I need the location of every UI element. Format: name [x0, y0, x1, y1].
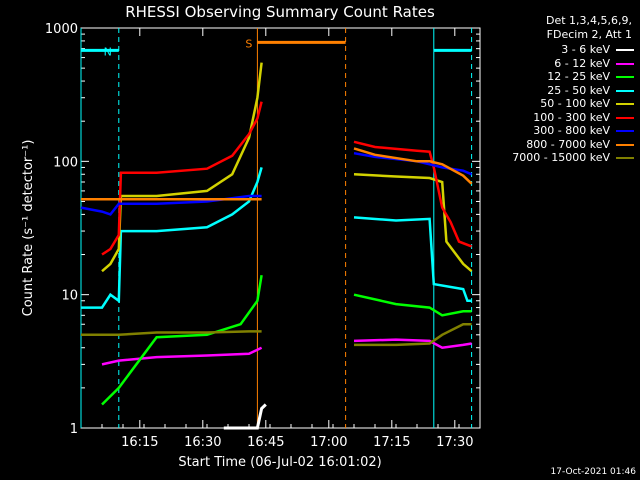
legend-swatch — [616, 49, 634, 51]
legend-label: 300 - 800 keV — [533, 124, 610, 137]
legend-item: 6 - 12 keV — [554, 57, 634, 70]
legend-item: 3 - 6 keV — [561, 43, 634, 56]
legend-label: 12 - 25 keV — [547, 70, 610, 83]
series-line-7000-15000keV — [81, 330, 262, 337]
y-axis: 1 10 100 1000 — [45, 22, 480, 437]
y-tick-label: 100 — [53, 155, 78, 170]
series-line-7000-15000keV — [354, 322, 472, 347]
series-line-100-300keV — [101, 101, 263, 256]
series-line-50-100keV — [101, 62, 263, 273]
x-axis-label: Start Time (06-Jul-02 16:01:02) — [178, 455, 381, 470]
y-axis-label: Count Rate (s⁻¹ detector⁻¹) — [21, 140, 36, 317]
series-line-12-25keV — [353, 293, 472, 317]
marker-label: N — [104, 45, 112, 58]
legend-label: 800 - 7000 keV — [526, 137, 610, 151]
legend-item: 300 - 800 keV — [533, 124, 634, 137]
y-tick-label: 1000 — [45, 22, 78, 37]
series-line-12-25keV — [101, 274, 263, 406]
series-line-6-12keV — [353, 338, 472, 349]
legend-decimation: FDecim 2, Att 1 — [546, 28, 632, 41]
x-tick-label: 17:00 — [310, 435, 347, 450]
timestamp: 17-Oct-2021 01:46 — [550, 467, 636, 477]
legend-swatch — [616, 157, 634, 159]
legend-swatch — [616, 89, 634, 92]
x-tick-label: 16:45 — [247, 435, 284, 450]
plot-frame — [80, 27, 481, 429]
legend-swatch — [616, 130, 634, 132]
series-line-50-100keV — [353, 173, 473, 273]
plot-area: NS — [80, 28, 473, 430]
legend-swatch — [616, 143, 634, 146]
legend-item: 12 - 25 keV — [547, 70, 634, 83]
legend-label: 25 - 50 keV — [547, 83, 610, 97]
marker-label: S — [245, 37, 252, 50]
legend-item: 50 - 100 keV — [540, 97, 634, 110]
series-line-100-300keV — [353, 140, 473, 248]
legend-label: 7000 - 15000 keV — [512, 151, 610, 164]
series-line-300-800keV — [353, 151, 473, 176]
legend-swatch — [616, 103, 634, 105]
legend-item: 800 - 7000 keV — [526, 138, 634, 151]
y-tick-label: 10 — [61, 289, 78, 304]
legend-detectors: Det 1,3,4,5,6,9, — [545, 14, 632, 27]
legend-swatch — [616, 76, 634, 78]
legend-label: 100 - 300 keV — [533, 110, 610, 124]
legend-item: 7000 - 15000 keV — [512, 151, 634, 164]
series-line-800-7000keV — [353, 147, 473, 185]
legend-swatch — [616, 62, 634, 65]
series-line-6-12keV — [101, 346, 263, 366]
legend-swatch — [616, 116, 634, 119]
x-tick-label: 17:15 — [373, 435, 410, 450]
x-tick-label: 17:30 — [436, 435, 473, 450]
legend-item: 25 - 50 keV — [547, 84, 634, 97]
chart-title: RHESSI Observing Summary Count Rates — [125, 3, 435, 21]
legend-item: 100 - 300 keV — [533, 111, 634, 124]
x-axis: 16:15 16:30 16:45 17:00 17:15 17:30 — [80, 28, 481, 450]
y-tick-label: 1 — [70, 422, 78, 437]
x-tick-label: 16:30 — [184, 435, 221, 450]
legend-label: 50 - 100 keV — [540, 97, 610, 110]
series-line-300-800keV — [80, 194, 262, 216]
x-tick-label: 16:15 — [121, 435, 158, 450]
legend-label: 6 - 12 keV — [554, 56, 610, 70]
series-line-25-50keV — [81, 167, 263, 309]
legend-label: 3 - 6 keV — [561, 43, 610, 56]
series-line-3-6keV — [223, 403, 267, 430]
series-line-25-50keV — [353, 216, 472, 303]
